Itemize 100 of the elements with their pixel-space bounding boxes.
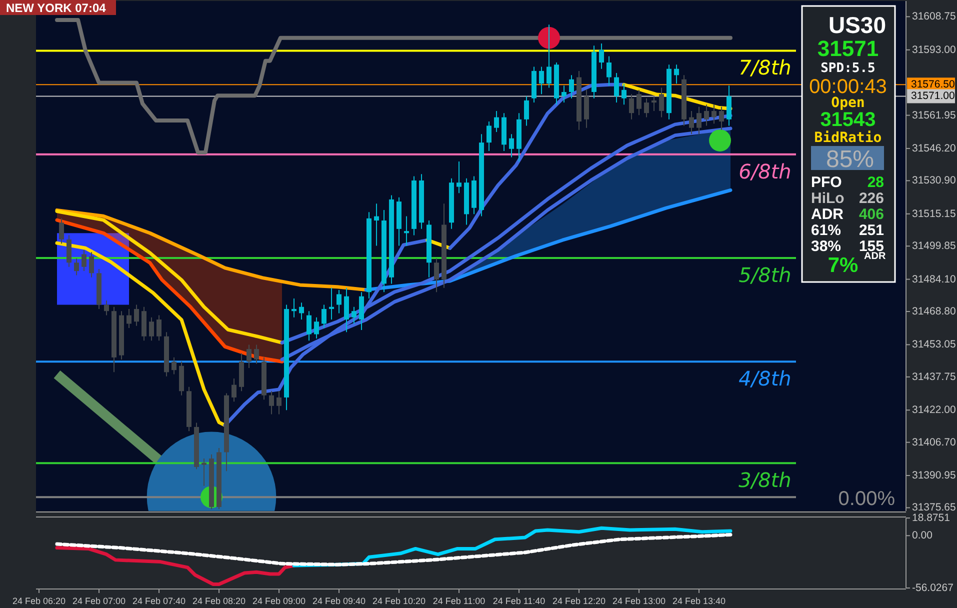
ref-line-label: 5/8th [738,263,792,287]
y-tick-label: 31468.80 [912,306,956,318]
x-tick-label: 24 Feb 13:00 [612,596,666,606]
candlestick [232,378,236,402]
annotation: 7% [828,254,858,277]
candlestick [74,258,79,276]
candlestick [629,94,634,120]
candlestick [712,104,716,124]
candlestick [726,85,732,126]
candlestick [359,292,364,331]
candlestick [509,134,514,158]
candlestick [584,89,589,128]
x-tick-label: 24 Feb 07:40 [132,596,186,606]
ref-line-label: 31571.00 [911,90,955,102]
candlestick [622,83,626,106]
candlestick [202,458,206,486]
x-tick-label: 24 Feb 10:20 [372,596,426,606]
y-tick-label: 31375.65 [912,502,956,514]
candlestick [104,300,109,316]
candlestick [59,218,64,244]
candlestick [269,390,274,415]
annotation: 31571 [817,36,879,61]
y-tick-label: -56.0267 [912,582,954,594]
annotation: 28 [867,174,884,191]
annotation: US30 [828,12,886,38]
annotation: HiLo [811,190,844,207]
annotation: NEW YORK 07:04 [6,1,106,15]
candlestick [89,252,94,278]
candlestick [336,290,342,314]
candlestick [599,43,604,70]
candlestick [246,344,252,368]
candlestick [254,344,259,364]
candlestick [149,316,154,342]
y-tick-label: 31422.00 [912,404,956,416]
ref-line-label: 3/8th [738,468,792,492]
candlestick [652,96,656,112]
y-tick-label: 31453.05 [912,338,956,351]
y-tick-label: 0.00 [912,530,933,542]
candlestick [156,314,162,342]
y-tick-label: 31499.85 [912,240,956,252]
candlestick [614,72,619,104]
candlestick [276,390,282,415]
candlestick [66,234,72,268]
x-tick-label: 24 Feb 08:20 [192,596,246,606]
candlestick [644,98,649,118]
candlestick [434,258,439,293]
candlestick [696,106,702,135]
y-tick-label: 31515.15 [912,208,956,220]
y-tick-label: 31546.20 [912,142,956,154]
candlestick [344,287,349,333]
annotation: 61% [811,222,842,239]
ref-line-label: 6/8th [738,159,792,184]
ref-line-label: 7/8th [738,56,792,80]
annotation: 406 [858,206,884,223]
x-tick-label: 24 Feb 11:40 [492,596,546,606]
candlestick [539,66,544,95]
candlestick [524,96,529,126]
candlestick [82,249,86,272]
x-tick-label: 24 Feb 09:40 [312,596,366,606]
annotation: ADR [811,206,844,223]
candlestick [546,24,552,88]
candlestick [704,104,709,126]
candlestick [689,110,694,135]
annotation: BidRatio [814,130,882,146]
candlestick [329,287,334,320]
candlestick [659,87,664,118]
x-tick-label: 24 Feb 12:20 [552,596,606,606]
candlestick [562,85,566,104]
candlestick [636,89,642,116]
y-tick-label: 18.8751 [912,512,950,524]
candlestick [322,304,326,328]
candlestick [569,74,574,99]
annotation: 226 [858,190,884,207]
candlestick [172,356,176,375]
candlestick [374,203,379,246]
candlestick [486,120,492,152]
candlestick [306,310,312,342]
annotation: PFO [811,174,842,191]
x-tick-label: 24 Feb 09:00 [252,596,306,606]
annotation: 31543 [820,109,876,131]
y-tick-label: 31608.75 [912,10,956,23]
annotation: SPD:5.5 [820,61,876,76]
annotation: 0.00% [838,488,896,510]
ref-line-label: 4/8th [738,366,792,391]
candlestick [606,56,612,86]
candlestick [719,106,724,130]
candlestick [126,308,132,328]
y-tick-label: 31593.00 [912,44,956,56]
x-tick-label: 24 Feb 13:40 [672,596,726,606]
candlestick [314,316,319,339]
annotation: 00:00:43 [809,76,887,98]
y-tick-label: 31530.90 [912,174,956,187]
y-tick-label: 31561.95 [912,109,956,122]
y-tick-label: 31390.95 [912,470,956,482]
candlestick [352,306,356,324]
annotation: 38% [811,238,842,255]
ref-line-label: 31576.50 [911,78,955,91]
annotation: 85% [826,146,874,173]
candlestick [456,161,462,194]
candlestick [299,302,304,320]
